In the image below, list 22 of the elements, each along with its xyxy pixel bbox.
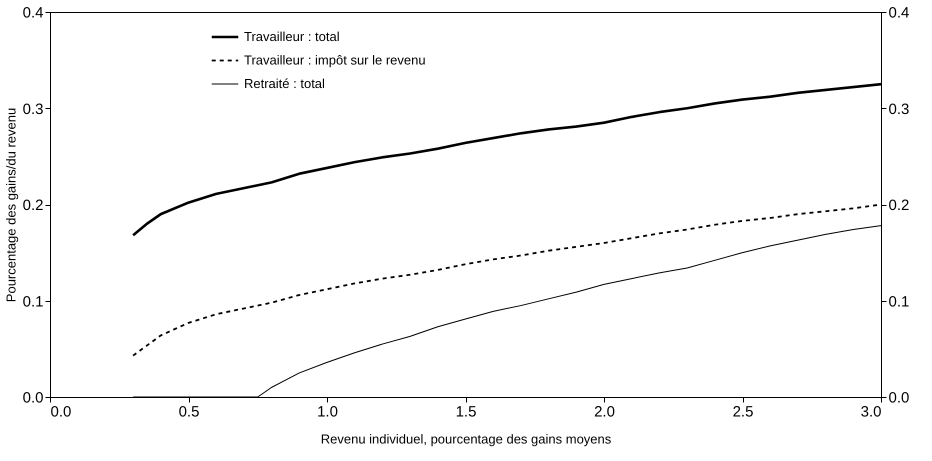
legend-label: Travailleur : impôt sur le revenu — [244, 52, 426, 68]
legend-label: Travailleur : total — [244, 29, 340, 44]
y2-tick-label: 0.4 — [888, 4, 910, 22]
y2-tick-label: 0.1 — [888, 293, 910, 310]
x-tick-label: 0.0 — [50, 404, 72, 420]
y-tick-label: 0.2 — [22, 197, 44, 214]
x-tick-label: 1.5 — [456, 404, 476, 420]
y2-tick-label: 0.0 — [888, 390, 910, 406]
x-tick-label: 1.0 — [317, 404, 338, 420]
y2-tick-label: 0.3 — [888, 100, 910, 118]
y-tick-label: 0.3 — [22, 100, 44, 118]
x-tick-label: 2.5 — [732, 404, 754, 420]
y-tick-label: 0.4 — [22, 4, 44, 22]
y-tick-label: 0.0 — [22, 390, 44, 406]
y-tick-label: 0.1 — [22, 293, 44, 310]
y-axis-title: Pourcentage des gains/du revenu — [4, 108, 19, 302]
y2-tick-label: 0.2 — [888, 197, 910, 214]
x-tick-label: 2.0 — [594, 404, 615, 420]
x-axis-title: Revenu individuel, pourcentage des gains moyens — [320, 432, 612, 446]
legend-label: Retraité : total — [244, 76, 326, 91]
x-tick-label: 3.0 — [860, 404, 882, 420]
x-tick-label: 0.5 — [178, 404, 200, 420]
